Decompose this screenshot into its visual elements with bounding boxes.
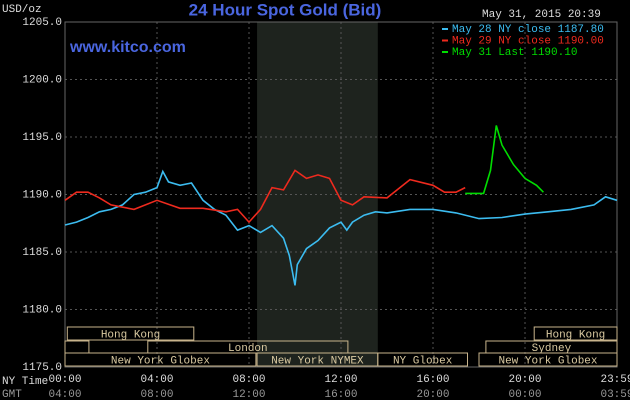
x-tick-label: 12:00	[324, 374, 357, 386]
session-label: NY Globex	[393, 355, 453, 367]
legend-label: May 29 NY close 1190.00	[452, 35, 604, 47]
session-label: Hong Kong	[101, 329, 160, 341]
x-axis-label: NY Time	[2, 376, 48, 388]
session-label: New York NYMEX	[271, 355, 364, 367]
chart-title: 24 Hour Spot Gold (Bid)	[189, 0, 382, 19]
x-tick-label: 04:00	[140, 374, 173, 386]
series-line	[64, 169, 618, 286]
plot-border	[64, 21, 618, 368]
x2-tick-label: 04:00	[48, 389, 81, 400]
y-tick-label: 1200.0	[22, 74, 62, 86]
x-tick-label: 08:00	[232, 374, 265, 386]
legend-label: May 31 Last 1190.10	[452, 47, 577, 59]
x-tick-label: 20:00	[508, 374, 541, 386]
session-label: London	[228, 343, 268, 355]
session-box	[64, 340, 90, 354]
x2-tick-label: 03:59	[600, 389, 630, 400]
session-box	[66, 326, 195, 341]
series-line	[465, 125, 544, 195]
x2-tick-label: 00:00	[508, 389, 541, 400]
series-line	[64, 169, 466, 224]
session-box	[533, 326, 618, 341]
x-tick-label: 16:00	[416, 374, 449, 386]
session-box	[64, 352, 257, 367]
session-label: New York Globex	[111, 355, 210, 367]
session-label: New York Globex	[498, 355, 597, 367]
x-tick-label: 23:59	[600, 374, 630, 386]
y-tick-label: 1175.0	[22, 362, 62, 374]
y-tick-label: 1180.0	[22, 304, 62, 316]
y-tick-label: 1190.0	[22, 189, 62, 201]
y-tick-label: 1205.0	[22, 17, 62, 29]
timestamp: May 31, 2015 20:39	[482, 9, 601, 21]
y-tick-label: 1185.0	[22, 247, 62, 259]
x2-tick-label: 20:00	[416, 389, 449, 400]
session-label: Sydney	[532, 343, 572, 355]
x2-tick-label: 16:00	[324, 389, 357, 400]
session-box	[377, 352, 468, 367]
x2-axis-label: GMT	[2, 389, 22, 400]
session-label: Hong Kong	[546, 329, 605, 341]
x2-tick-label: 08:00	[140, 389, 173, 400]
legend-label: May 28 NY close 1187.80	[452, 24, 604, 36]
source: www.kitco.com	[69, 39, 186, 56]
x-tick-label: 00:00	[48, 374, 81, 386]
y-tick-label: 1195.0	[22, 132, 62, 144]
x2-tick-label: 12:00	[232, 389, 265, 400]
session-box	[478, 352, 618, 367]
y-axis-label: USD/oz	[2, 4, 42, 16]
shaded-range	[257, 22, 378, 367]
